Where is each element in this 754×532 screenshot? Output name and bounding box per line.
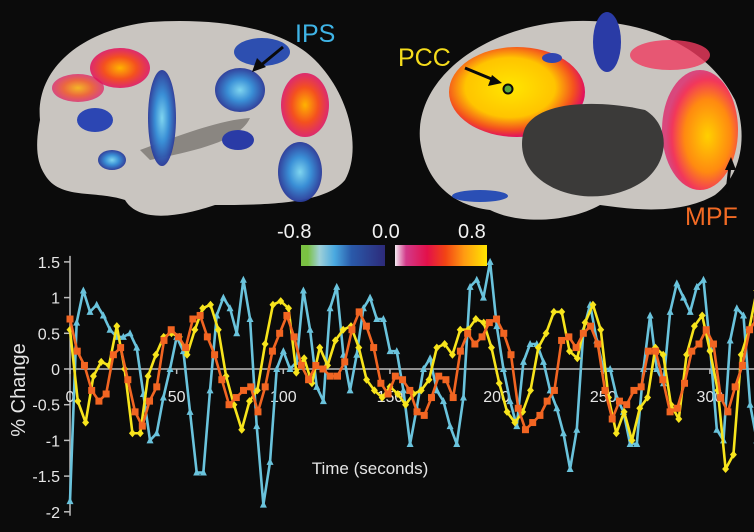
ips-arrow-icon (252, 58, 266, 72)
y-tick-label: -1 (46, 433, 60, 450)
y-tick-label: 0 (51, 362, 60, 379)
mpf-label: MPF (685, 203, 738, 231)
time-series-chart: 1.510.50-0.5-1-1.5-2 0 50 100 150 200 250 300 … (8, 255, 754, 522)
pcc-label: PCC (398, 44, 451, 72)
pcc-arrow-icon (488, 75, 502, 86)
colorbar-positive (395, 245, 487, 266)
x-tick-label: 100 (270, 389, 297, 406)
colorbar-max-label: 0.8 (458, 221, 486, 243)
ips-label: IPS (295, 20, 336, 48)
y-tick-label: 1.5 (38, 255, 60, 272)
y-tick-label: -2 (46, 505, 60, 522)
colorbar-zero-label: 0.0 (372, 221, 400, 243)
y-tick-label: -0.5 (32, 398, 60, 415)
y-axis-label: % Change (8, 343, 30, 436)
pcc-seed-dot-icon (502, 83, 514, 95)
y-axis: 1.5 1 0.5 0 -0.5 -1 -1.5 -2 (32, 255, 71, 522)
colorbar-negative (301, 245, 385, 266)
medial-brain-surface (419, 12, 742, 220)
x-tick-label: 300 (697, 389, 724, 406)
x-tick-label: 50 (168, 389, 186, 406)
y-tick-label: 0.5 (38, 326, 60, 343)
series-pcc (66, 289, 754, 473)
y-tick-label: 1 (51, 291, 60, 308)
x-axis: 0 50 100 150 200 250 300 (66, 368, 754, 406)
mpf-arrow-icon (725, 157, 736, 170)
series-mpf (66, 308, 754, 434)
chart-series (66, 257, 754, 508)
y-tick-label: -1.5 (32, 469, 60, 486)
x-axis-label: Time (seconds) (312, 459, 429, 478)
lateral-brain-surface (37, 20, 353, 216)
colorbar-min-label: -0.8 (277, 221, 312, 243)
x-tick-label: 0 (66, 389, 75, 406)
